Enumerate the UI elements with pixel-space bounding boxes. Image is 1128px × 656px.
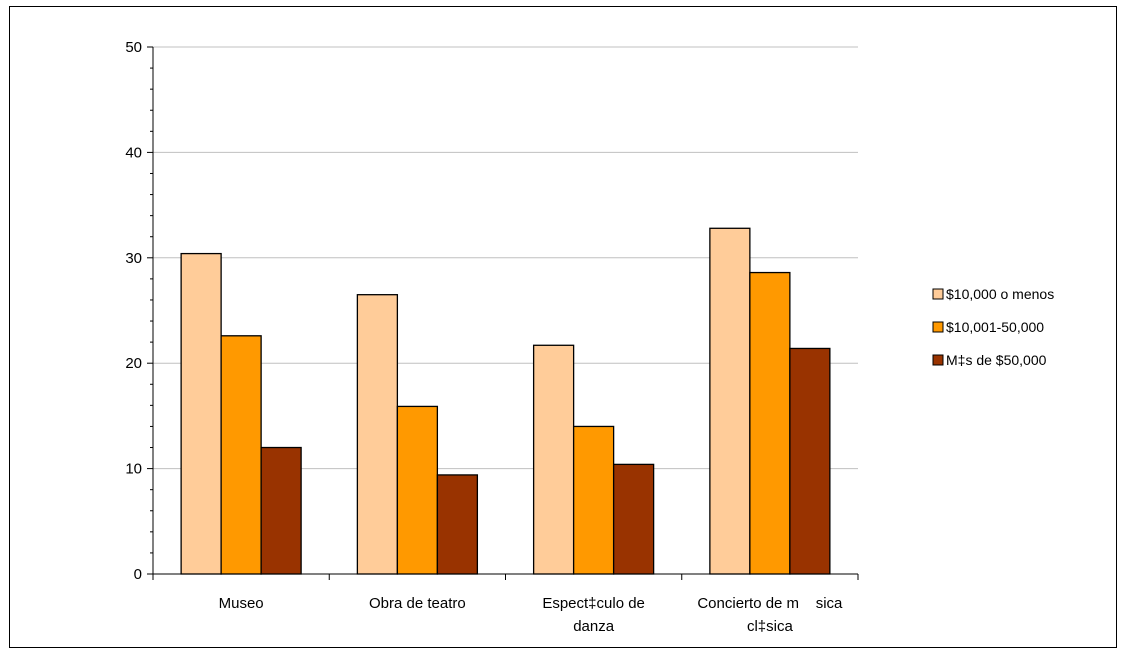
bar-1-series-1 [180, 252, 222, 575]
x-tick-label: Espect‡culo de [542, 595, 645, 612]
legend-label: M‡s de $50,000 [946, 352, 1047, 368]
bar-3-series-3 [612, 463, 655, 575]
bar-3-series-2 [572, 425, 615, 575]
bar-2-series-2 [396, 405, 439, 575]
x-tick-label: Concierto de m sica [697, 595, 843, 612]
x-tick-label: danza [573, 618, 615, 635]
bar-3-series-1 [532, 344, 575, 575]
x-tick-label: cl‡sica [747, 618, 794, 635]
x-tick-label: Obra de teatro [369, 595, 466, 612]
y-tick-label: 40 [125, 144, 142, 161]
bar-4-series-2 [749, 271, 791, 575]
bar-2-series-3 [436, 474, 479, 575]
y-tick-label: 0 [134, 566, 142, 583]
bar-1-series-2 [220, 335, 262, 575]
bar-2-series-1 [356, 294, 399, 575]
legend-swatch [932, 354, 944, 366]
y-tick-label: 30 [125, 250, 142, 267]
bar-1-series-3 [260, 446, 302, 575]
y-tick-label: 20 [125, 355, 142, 372]
legend-label: $10,001-50,000 [946, 319, 1044, 335]
legend-swatch [932, 288, 944, 300]
x-tick-label: Museo [219, 595, 264, 612]
legend-label: $10,000 o menos [946, 286, 1054, 302]
legend-swatch [932, 321, 944, 333]
y-tick-label: 50 [125, 39, 142, 56]
y-tick-label: 10 [125, 461, 142, 478]
bar-4-series-1 [709, 227, 751, 575]
bar-4-series-3 [789, 347, 831, 575]
